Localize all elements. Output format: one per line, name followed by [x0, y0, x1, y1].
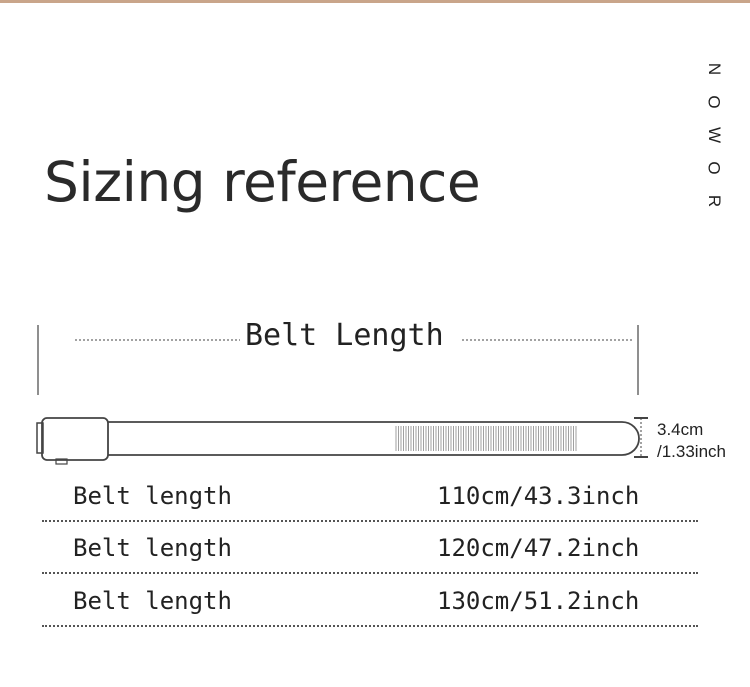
belt-ratchet-teeth — [395, 426, 577, 451]
top-border — [0, 0, 750, 3]
belt-buckle — [41, 417, 109, 461]
row-value: 130cm/51.2inch — [437, 587, 640, 615]
size-row: Belt length 110cm/43.3inch — [42, 468, 698, 522]
width-inch: /1.33inch — [657, 442, 726, 461]
size-row: Belt length 120cm/47.2inch — [42, 520, 698, 574]
page-title: Sizing reference — [44, 150, 481, 214]
row-value: 110cm/43.3inch — [437, 482, 640, 510]
row-value: 120cm/47.2inch — [437, 534, 640, 562]
row-label: Belt length — [73, 534, 232, 562]
buckle-edge — [36, 422, 44, 454]
row-label: Belt length — [73, 587, 232, 615]
size-row: Belt length 130cm/51.2inch — [42, 573, 698, 627]
row-label: Belt length — [73, 482, 232, 510]
belt-length-label: Belt Length — [245, 318, 444, 353]
width-cm: 3.4cm — [657, 420, 704, 439]
buckle-tab — [55, 458, 68, 465]
belt-strap — [108, 421, 640, 456]
